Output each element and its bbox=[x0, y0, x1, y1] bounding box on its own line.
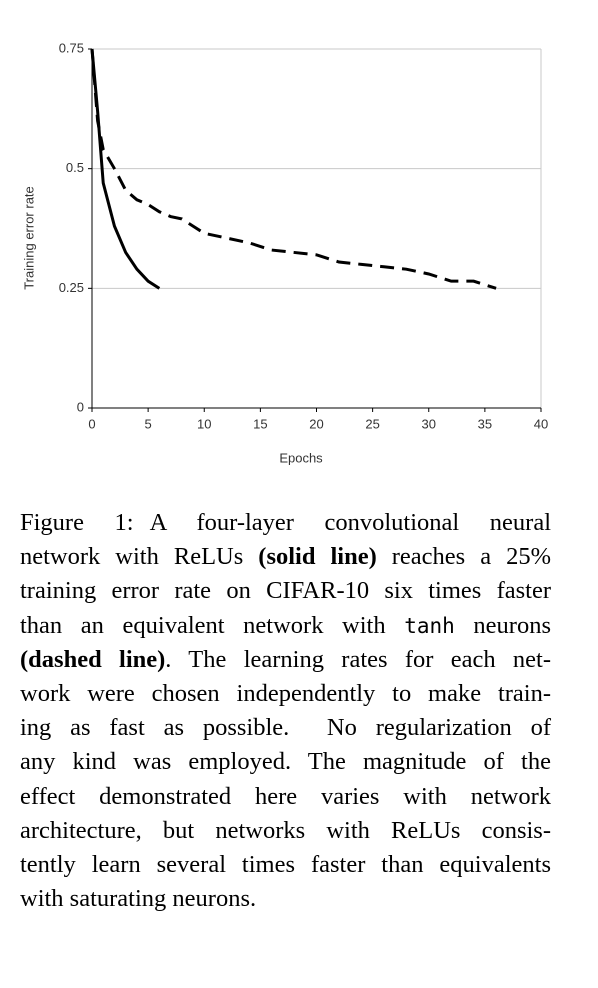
caption-line: training error rate on CIFAR-10 six time… bbox=[20, 577, 551, 605]
caption-line: work were chosen independently to make t… bbox=[20, 680, 551, 708]
caption-text: reaches a 25% bbox=[376, 543, 551, 571]
x-axis-label: Epochs bbox=[279, 450, 323, 465]
caption-text: network with ReLUs bbox=[20, 543, 259, 571]
x-tick-label: 20 bbox=[309, 416, 323, 431]
caption-text: neurons bbox=[454, 611, 551, 639]
caption-bold: (solid line) bbox=[258, 543, 377, 571]
y-tick-label: 0.25 bbox=[59, 280, 84, 295]
series-line bbox=[90, 48, 497, 290]
y-tick-label: 0.75 bbox=[59, 40, 84, 55]
caption-text: . The learning rates for each net- bbox=[165, 645, 552, 673]
caption-line: network with ReLUs (solid line) reaches … bbox=[20, 540, 551, 574]
caption-line: (dashed line). The learning rates for ea… bbox=[20, 643, 551, 677]
x-tick-label: 0 bbox=[88, 416, 95, 431]
caption-line: ing as fast as possible. No regularizati… bbox=[20, 714, 551, 742]
x-tick-label: 5 bbox=[145, 416, 152, 431]
caption-line: tently learn several times faster than e… bbox=[20, 851, 551, 879]
caption-code: tanh bbox=[404, 613, 455, 638]
y-tick-label: 0.5 bbox=[66, 160, 84, 175]
caption-text: than an equivalent network with bbox=[20, 611, 405, 639]
figure-label: Figure 1: bbox=[20, 509, 134, 536]
y-tick-label: 0 bbox=[77, 399, 84, 414]
y-axis-label: Training error rate bbox=[21, 186, 36, 290]
caption-line: Figure 1: A four-layer convolutional neur… bbox=[20, 506, 551, 540]
x-tick-label: 40 bbox=[534, 416, 548, 431]
caption-line: effect demonstrated here varies with net… bbox=[20, 782, 551, 810]
x-tick-label: 10 bbox=[197, 416, 211, 431]
chart: Epochs Training error rate 0 0.25 0.5 0.75 0… bbox=[21, 40, 548, 465]
x-tick-label: 30 bbox=[422, 416, 436, 431]
caption: Figure 1: A four-layer convolutional neur… bbox=[20, 506, 551, 916]
x-tick-label: 25 bbox=[365, 416, 379, 431]
caption-line: architecture, but networks with ReLUs co… bbox=[20, 816, 551, 844]
caption-bold: (dashed line) bbox=[20, 645, 166, 673]
caption-line: with saturating neurons. bbox=[20, 885, 257, 913]
x-tick-label: 35 bbox=[478, 416, 492, 431]
caption-line: than an equivalent network with tanh neu… bbox=[20, 609, 551, 643]
x-tick-label: 15 bbox=[253, 416, 267, 431]
caption-text: A four-layer convolutional neural bbox=[149, 509, 552, 536]
caption-line: any kind was employed. The magnitude of … bbox=[20, 748, 551, 776]
